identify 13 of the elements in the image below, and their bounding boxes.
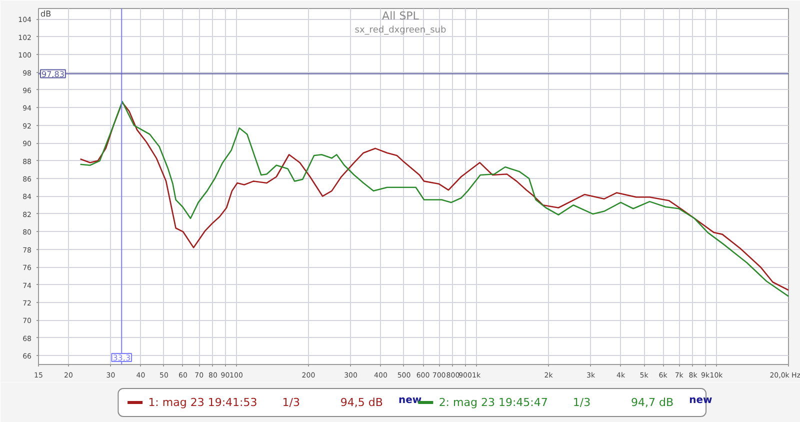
text: new <box>689 395 712 406</box>
ref-line-label: 97,83 <box>42 70 64 79</box>
text: 1/3 <box>282 396 300 409</box>
ref-line-label: 33,3 <box>112 354 131 362</box>
text: 94,5 dB <box>340 396 383 409</box>
text: 94,7 dB <box>631 396 674 409</box>
legend-label: 1: mag 23 19:41:53 <box>148 396 258 409</box>
text: 1/3 <box>572 396 591 409</box>
y-axis-title: dB <box>40 10 52 18</box>
chart-title: All SPL <box>382 10 420 22</box>
text: new <box>398 395 422 406</box>
legend-label: 2: mag 23 19:45:47 <box>438 396 548 409</box>
text: sx_red_dxgreen_sub <box>354 26 446 36</box>
